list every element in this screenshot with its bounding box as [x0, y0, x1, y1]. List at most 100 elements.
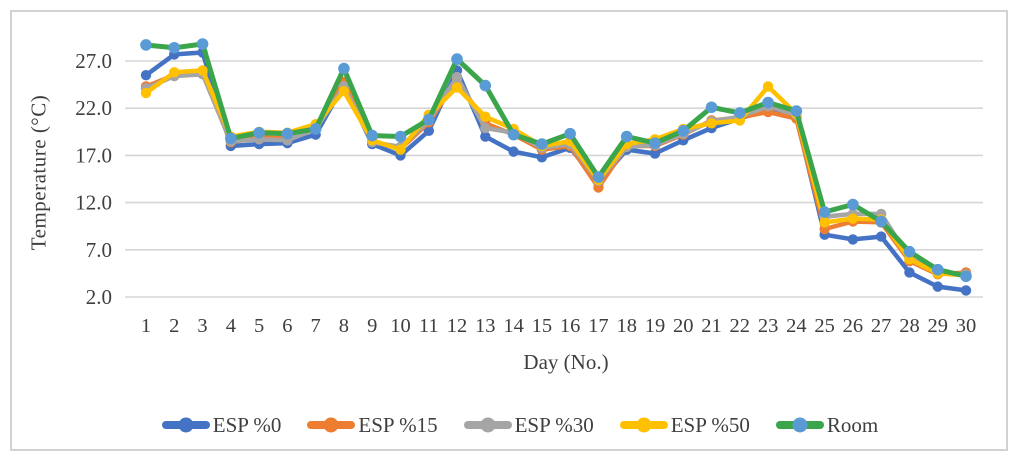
series-marker-esp-50-day-3: [197, 65, 208, 76]
y-tick-label: 17.0: [75, 143, 112, 167]
series-marker-room-day-7: [309, 123, 322, 135]
series-marker-room-day-2: [168, 41, 181, 54]
x-tick-label-10: 10: [390, 315, 411, 337]
series-marker-esp-0-day-19: [649, 148, 661, 159]
y-tick-label: 22.0: [75, 96, 112, 120]
x-tick-label-25: 25: [814, 315, 835, 337]
series-marker-room-day-28: [903, 245, 916, 258]
x-tick-label-12: 12: [447, 315, 468, 337]
x-tick-label-29: 29: [927, 315, 948, 337]
series-marker-esp-50-day-10: [395, 144, 406, 155]
series-marker-esp-50-day-8: [338, 86, 350, 97]
legend-swatch: [775, 417, 824, 433]
series-marker-esp-0-day-11: [423, 125, 434, 137]
series-marker-room-day-4: [225, 132, 237, 145]
x-tick-label-17: 17: [588, 315, 609, 337]
series-marker-room-day-26: [847, 198, 859, 211]
x-tick-label-1: 1: [141, 315, 151, 337]
series-marker-esp-0-day-29: [932, 281, 943, 292]
series-marker-room-day-19: [649, 137, 661, 149]
x-tick-label-27: 27: [871, 315, 892, 337]
series-line-esp-50: [143, 68, 969, 278]
series-marker-esp-0-day-27: [875, 231, 887, 242]
legend-item-esp-50: ESP %50: [619, 412, 750, 438]
x-tick-label-11: 11: [419, 315, 439, 337]
legend-label: ESP %50: [670, 412, 750, 437]
series-line-esp-30: [143, 71, 969, 277]
x-tick-label-18: 18: [616, 315, 637, 337]
legend-item-esp-15: ESP %15: [307, 412, 438, 438]
series-marker-room-day-25: [818, 206, 831, 218]
series-marker-esp-0-day-15: [536, 152, 548, 163]
series-marker-room-day-6: [281, 127, 294, 140]
series-marker-room-day-13: [479, 79, 492, 92]
series-marker-room-day-23: [762, 96, 774, 109]
y-tick-label: 2.0: [86, 285, 112, 309]
x-tick-label-13: 13: [475, 315, 496, 337]
x-tick-label-5: 5: [254, 315, 264, 337]
series-marker-room-day-12: [451, 53, 463, 65]
series-marker-esp-50-day-12: [451, 82, 463, 93]
series-marker-room-day-10: [394, 130, 407, 143]
legend-label: ESP %15: [358, 412, 438, 437]
y-tick-label: 27.0: [75, 49, 112, 73]
legend-label: Room: [826, 412, 879, 437]
series-marker-esp-50-day-2: [169, 67, 180, 78]
series-marker-room-day-5: [253, 126, 265, 139]
legend-item-esp-0: ESP %0: [161, 413, 281, 438]
series-marker-esp-50-day-21: [706, 118, 717, 129]
series-marker-room-day-29: [931, 263, 944, 276]
series-marker-room-day-30: [960, 270, 972, 283]
x-tick-label-8: 8: [339, 315, 349, 337]
legend-marker-dot: [323, 417, 339, 433]
series-marker-esp-0-day-28: [904, 267, 915, 278]
series-marker-room-day-22: [733, 107, 746, 119]
legend-label: ESP %30: [514, 412, 594, 437]
series-marker-esp-0-day-13: [480, 131, 491, 142]
x-tick-label-14: 14: [503, 315, 524, 337]
x-tick-label-19: 19: [645, 315, 666, 337]
series-marker-room-day-1: [140, 39, 152, 51]
y-tick-label: 7.0: [86, 238, 112, 262]
series-marker-room-day-9: [366, 129, 379, 142]
series-marker-room-day-20: [677, 125, 690, 137]
x-tick-label-16: 16: [560, 315, 581, 337]
series-marker-esp-0-day-1: [140, 69, 152, 81]
legend-item-room: Room: [775, 412, 879, 438]
legend: ESP %0 ESP %15 ESP %30 ESP %50 Room: [12, 410, 1016, 440]
series-marker-esp-50-day-26: [847, 213, 859, 224]
series-marker-room-day-27: [875, 215, 887, 228]
series-marker-esp-0-day-26: [847, 234, 859, 245]
legend-swatch: [161, 417, 210, 433]
legend-marker-dot: [178, 417, 194, 433]
x-tick-label-6: 6: [282, 315, 292, 337]
legend-marker-dot: [792, 417, 808, 433]
series-marker-room-day-11: [422, 113, 435, 126]
series-line-esp-0: [143, 50, 969, 293]
x-tick-label-22: 22: [730, 315, 751, 337]
series-marker-room-day-24: [790, 105, 803, 117]
series-marker-esp-0-day-14: [508, 146, 519, 157]
x-tick-label-7: 7: [311, 315, 321, 337]
x-tick-label-30: 30: [956, 315, 977, 337]
legend-item-esp-30: ESP %30: [463, 412, 594, 438]
series-marker-room-day-8: [338, 62, 350, 75]
y-tick-label: 12.0: [75, 191, 112, 215]
series-marker-esp-50-day-25: [819, 217, 830, 228]
series-marker-esp-50-day-23: [762, 81, 774, 92]
series-marker-room-day-3: [196, 38, 209, 50]
series-line-esp-15: [143, 71, 969, 277]
series-marker-room-day-17: [592, 171, 605, 183]
x-tick-label-4: 4: [226, 315, 236, 337]
series-marker-room-day-16: [564, 127, 576, 140]
series-marker-room-day-18: [620, 130, 633, 143]
legend-swatch: [463, 417, 512, 433]
legend-swatch: [619, 417, 668, 433]
x-tick-label-20: 20: [673, 315, 694, 337]
series-marker-esp-0-day-30: [960, 285, 972, 296]
series-marker-esp-30-day-12: [451, 71, 463, 83]
x-tick-label-3: 3: [197, 315, 207, 337]
legend-marker-dot: [480, 417, 496, 433]
